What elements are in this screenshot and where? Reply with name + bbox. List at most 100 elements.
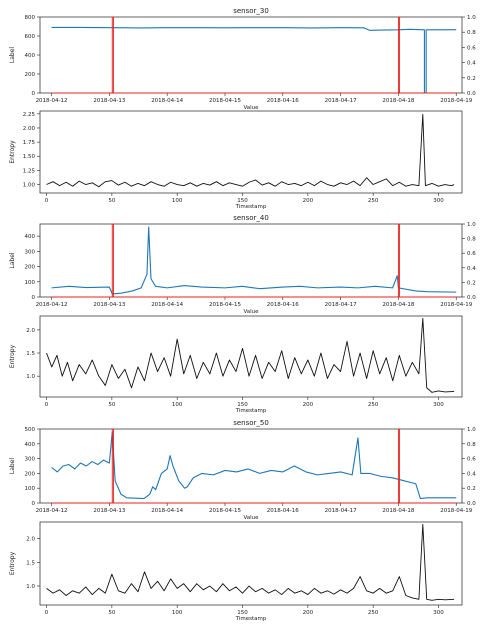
x-tick-label: 2018-04-12 [36,302,68,308]
y-axis-label: Label [9,458,16,475]
x-tick-label: 2018-04-16 [267,508,299,514]
x-tick-label: 2018-04-17 [325,508,357,514]
y-tick-label: 800 [25,15,36,21]
y-tick-label: 1.75 [23,140,36,146]
x-tick-label: 2018-04-14 [151,508,183,514]
x-tick-label: 2018-04-15 [209,302,241,308]
y2-tick-label: 0.0 [467,501,476,507]
chart-title: sensor_30 [233,7,269,15]
y-tick-label: 1.5 [26,351,35,357]
y2-tick-label: 0.4 [467,471,476,477]
y-axis-label: Label [9,47,16,64]
y-axis-label: Entropy [9,551,16,575]
label-series-line [51,223,457,298]
x-tick-label: 2018-04-12 [36,98,68,104]
x-tick-label: 100 [172,198,183,204]
entropy-series-line [46,523,455,601]
x-tick-label: 2018-04-16 [267,98,299,104]
y-tick-label: 2.0 [26,537,35,543]
x-tick-label: 300 [433,610,444,616]
y-tick-label: 0 [32,501,36,507]
y-tick-label: 300 [25,457,36,463]
y2-tick-label: 1.0 [467,15,476,21]
x-tick-label: 2018-04-15 [209,98,241,104]
x-tick-label: 250 [368,198,379,204]
x-tick-label: 100 [172,402,183,408]
y-tick-label: 2.0 [26,328,35,334]
y2-tick-label: 0.6 [467,45,476,51]
y-tick-label: 1.25 [23,168,36,174]
y-tick-label: 200 [25,265,36,271]
x-tick-label: 2018-04-13 [93,508,125,514]
y-axis-label: Entropy [9,140,16,164]
chart-title: sensor_50 [233,419,269,427]
entropy-series-line [46,317,455,393]
plot-frame [39,521,463,606]
x-axis-label: Value [243,105,259,111]
x-tick-label: 250 [368,610,379,616]
y-tick-label: 200 [25,471,36,477]
y2-tick-label: 0.6 [467,457,476,463]
y2-tick-label: 0.2 [467,280,476,286]
x-tick-label: 150 [237,198,248,204]
x-tick-label: 50 [108,198,115,204]
y2-tick-label: 1.0 [467,222,476,228]
y2-tick-label: 0.0 [467,295,476,301]
x-axis-label: Timestamp [235,408,267,414]
x-tick-label: 50 [108,610,115,616]
y-tick-label: 0 [32,91,36,97]
y-tick-label: 1.0 [26,584,35,590]
x-tick-label: 0 [45,402,49,408]
x-tick-label: 2018-04-19 [440,302,472,308]
y2-tick-label: 0.6 [467,251,476,257]
x-tick-label: 2018-04-17 [325,302,357,308]
y-tick-label: 400 [25,442,36,448]
y-tick-label: 1.0 [26,374,35,380]
x-tick-label: 2018-04-14 [151,98,183,104]
x-tick-label: 200 [303,610,314,616]
y-tick-label: 2.25 [23,112,36,118]
y2-tick-label: 0.8 [467,30,476,36]
x-axis-label: Value [243,515,259,521]
sensor-series-line [51,431,457,500]
x-tick-label: 250 [368,402,379,408]
x-tick-label: 2018-04-14 [151,302,183,308]
x-tick-label: 150 [237,402,248,408]
x-tick-label: 2018-04-13 [93,98,125,104]
y2-tick-label: 0.8 [467,442,476,448]
x-tick-label: 150 [237,610,248,616]
sensor-series-line [51,226,457,295]
y2-tick-label: 0.0 [467,91,476,97]
y2-tick-label: 0.4 [467,61,476,67]
y-tick-label: 0 [32,295,36,301]
y-tick-label: 600 [25,34,36,40]
x-axis-label: Timestamp [235,204,267,210]
y-tick-label: 300 [25,249,36,255]
y-tick-label: 200 [25,72,36,78]
x-tick-label: 2018-04-19 [440,508,472,514]
y-tick-label: 100 [25,280,36,286]
x-tick-label: 100 [172,610,183,616]
x-tick-label: 2018-04-17 [325,98,357,104]
x-tick-label: 2018-04-13 [93,302,125,308]
x-tick-label: 2018-04-18 [382,508,414,514]
y-tick-label: 1.5 [26,560,35,566]
x-tick-label: 2018-04-18 [382,302,414,308]
y2-tick-label: 0.2 [467,486,476,492]
x-tick-label: 0 [45,198,49,204]
y-tick-label: 400 [25,234,36,240]
x-tick-label: 200 [303,402,314,408]
x-tick-label: 300 [433,402,444,408]
y-tick-label: 500 [25,427,36,433]
y-tick-label: 2.00 [23,126,36,132]
y-tick-label: 100 [25,486,36,492]
y2-tick-label: 0.8 [467,237,476,243]
plot-frame [39,428,463,504]
label-series-line [51,428,457,504]
x-tick-label: 200 [303,198,314,204]
x-axis-label: Timestamp [235,616,267,622]
y-axis-label: Entropy [9,344,16,368]
x-tick-label: 2018-04-16 [267,302,299,308]
x-tick-label: 2018-04-15 [209,508,241,514]
